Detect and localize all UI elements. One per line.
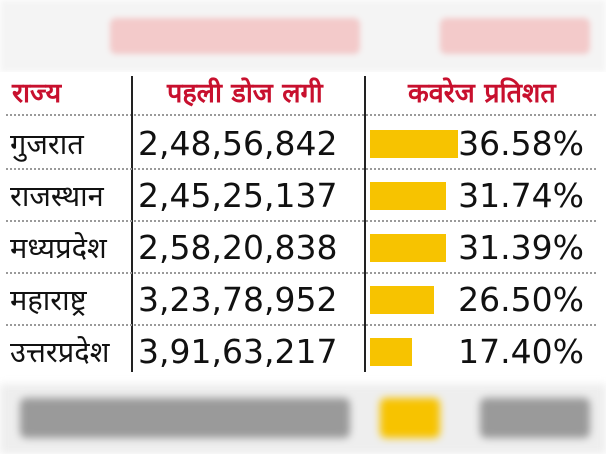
state-name: मध्यप्रदेश [10, 231, 107, 265]
coverage-bar [370, 286, 434, 314]
vaccination-table: राज्य पहली डोज लगी कवरेज प्रतिशत गुजरात 2… [0, 72, 606, 384]
blurred-footer-region [0, 384, 606, 454]
first-dose-count: 2,58,20,838 [138, 228, 338, 267]
coverage-percent: 17.40% [458, 332, 584, 371]
header-divider [6, 114, 596, 116]
coverage-bar [370, 338, 412, 366]
first-dose-count: 2,48,56,842 [138, 124, 338, 163]
first-dose-count: 2,45,25,137 [138, 176, 338, 215]
blurred-heading-right [440, 18, 590, 54]
coverage-bar [370, 130, 458, 158]
header-coverage: कवरेज प्रतिशत [408, 78, 556, 109]
table-row: गुजरात 2,48,56,842 36.58% [0, 118, 606, 170]
blurred-footer-bar [380, 398, 440, 438]
coverage-percent: 26.50% [458, 280, 584, 319]
state-name: राजस्थान [10, 179, 104, 213]
first-dose-count: 3,23,78,952 [138, 280, 338, 319]
first-dose-count: 3,91,63,217 [138, 332, 338, 371]
blurred-header-region [0, 0, 606, 72]
table-row: राजस्थान 2,45,25,137 31.74% [0, 170, 606, 222]
state-name: गुजरात [10, 127, 84, 161]
blurred-footer-value [480, 398, 590, 438]
state-name: उत्तरप्रदेश [10, 335, 110, 369]
header-state: राज्य [12, 78, 62, 109]
state-name: महाराष्ट्र [10, 283, 87, 317]
table-row: महाराष्ट्र 3,23,78,952 26.50% [0, 274, 606, 326]
coverage-percent: 31.74% [458, 176, 584, 215]
table-row: मध्यप्रदेश 2,58,20,838 31.39% [0, 222, 606, 274]
coverage-percent: 36.58% [458, 124, 584, 163]
row-divider [6, 272, 596, 274]
blurred-heading-left [110, 18, 360, 54]
column-divider-2 [364, 76, 366, 372]
header-first-dose: पहली डोज लगी [167, 78, 323, 109]
coverage-bar [370, 182, 446, 210]
coverage-percent: 31.39% [458, 228, 584, 267]
row-divider [6, 220, 596, 222]
coverage-bar [370, 234, 446, 262]
blurred-footer-text [20, 398, 350, 438]
column-divider-1 [131, 76, 133, 372]
row-divider [6, 324, 596, 326]
row-divider [6, 168, 596, 170]
table-row: उत्तरप्रदेश 3,91,63,217 17.40% [0, 326, 606, 378]
